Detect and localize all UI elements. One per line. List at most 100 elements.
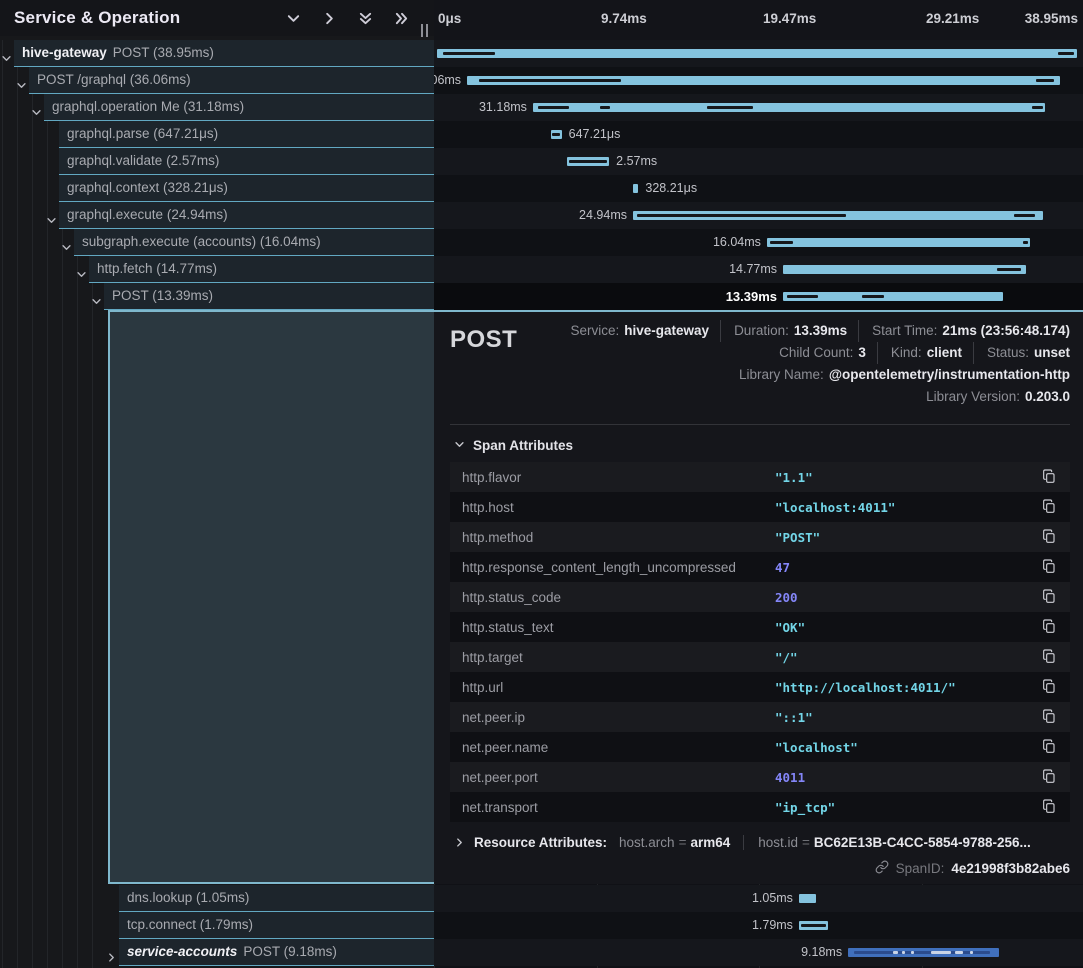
- span-duration-bar[interactable]: [799, 894, 816, 903]
- span-label: POST /graphql (36.06ms): [29, 72, 191, 87]
- duration-label: 9.18ms: [801, 939, 842, 966]
- timeline-span-row[interactable]: 1.79ms: [434, 912, 1083, 939]
- timeline-span-row[interactable]: 24.94ms: [434, 202, 1083, 229]
- timeline-span-row[interactable]: 328.21μs: [434, 175, 1083, 202]
- span-attributes-toggle[interactable]: Span Attributes: [454, 438, 1070, 453]
- span-tree-row[interactable]: graphql.operation Me (31.18ms): [44, 94, 434, 121]
- span-label: hive-gatewayPOST (38.95ms): [14, 45, 214, 60]
- chevron-down-icon[interactable]: [91, 290, 103, 302]
- timeline-span-row[interactable]: 1.05ms: [434, 885, 1083, 912]
- panel-resize-handle[interactable]: [421, 24, 428, 37]
- span-label: graphql.context (328.21μs): [59, 180, 228, 195]
- timeline-span-row[interactable]: 16.04ms: [434, 229, 1083, 256]
- tree-header-title: Service & Operation: [0, 8, 282, 28]
- span-tree-row[interactable]: subgraph.execute (accounts) (16.04ms): [74, 229, 434, 256]
- timeline-panel: 0μs 9.74ms 19.47ms 29.21ms 38.95ms 36.06…: [434, 0, 1083, 968]
- span-tree-row[interactable]: graphql.context (328.21μs): [59, 175, 434, 202]
- timeline-axis: 0μs 9.74ms 19.47ms 29.21ms 38.95ms: [434, 0, 1083, 40]
- attribute-row: http.url"http://localhost:4011/": [450, 672, 1070, 702]
- link-icon: [875, 860, 889, 877]
- attribute-key: http.response_content_length_uncompresse…: [462, 560, 775, 575]
- chevron-down-icon[interactable]: [1, 47, 13, 59]
- span-tree-row[interactable]: service-accountsPOST (9.18ms): [119, 939, 434, 966]
- timeline-span-row[interactable]: 2.57ms: [434, 148, 1083, 175]
- span-duration-bar[interactable]: [783, 265, 1026, 274]
- span-tree-row[interactable]: graphql.validate (2.57ms): [59, 148, 434, 175]
- expand-one-icon[interactable]: [318, 7, 340, 29]
- attribute-key: net.peer.name: [462, 740, 775, 755]
- span-tree-row[interactable]: tcp.connect (1.79ms): [119, 912, 434, 939]
- attribute-key: http.host: [462, 500, 775, 515]
- chevron-down-icon[interactable]: [46, 209, 58, 221]
- duration-label: 36.06ms: [434, 67, 461, 94]
- span-duration-bar[interactable]: [783, 292, 1003, 301]
- span-label: dns.lookup (1.05ms): [119, 890, 249, 905]
- span-duration-bar[interactable]: [767, 238, 1031, 247]
- operation-name: graphql.parse (647.21μs): [67, 126, 218, 141]
- resource-attribute: host.arch=arm64: [619, 835, 730, 850]
- span-duration-bar[interactable]: [633, 184, 638, 193]
- copy-icon[interactable]: [1038, 766, 1060, 788]
- span-tree-row[interactable]: http.fetch (14.77ms): [89, 256, 434, 283]
- copy-icon[interactable]: [1038, 466, 1060, 488]
- copy-icon[interactable]: [1038, 676, 1060, 698]
- copy-icon[interactable]: [1038, 646, 1060, 668]
- span-tree-row[interactable]: graphql.execute (24.94ms): [59, 202, 434, 229]
- service-name: hive-gateway: [22, 45, 107, 60]
- copy-icon[interactable]: [1038, 556, 1060, 578]
- span-tree-row[interactable]: dns.lookup (1.05ms): [119, 885, 434, 912]
- copy-icon[interactable]: [1038, 586, 1060, 608]
- timeline-span-row[interactable]: 13.39ms: [434, 283, 1083, 310]
- timeline-span-row[interactable]: 31.18ms: [434, 94, 1083, 121]
- span-tree-row[interactable]: POST (13.39ms): [104, 283, 434, 310]
- copy-icon[interactable]: [1038, 496, 1060, 518]
- span-tree-row[interactable]: hive-gatewayPOST (38.95ms): [14, 40, 434, 67]
- copy-icon[interactable]: [1038, 526, 1060, 548]
- duration-label: 31.18ms: [479, 94, 527, 121]
- timeline-span-row[interactable]: 9.18ms: [434, 939, 1083, 966]
- attribute-row: http.status_text"OK": [450, 612, 1070, 642]
- span-tree-row[interactable]: graphql.parse (647.21μs): [59, 121, 434, 148]
- indent-guide: [32, 40, 33, 968]
- span-attributes-title: Span Attributes: [473, 438, 573, 453]
- resource-attributes-toggle[interactable]: Resource Attributes: host.arch=arm64host…: [454, 835, 1070, 850]
- attribute-row: net.peer.port4011: [450, 762, 1070, 792]
- timeline-span-row[interactable]: 14.77ms: [434, 256, 1083, 283]
- span-child-mark: [1014, 214, 1034, 217]
- span-duration-bar[interactable]: [533, 103, 1045, 112]
- chevron-down-icon[interactable]: [76, 263, 88, 275]
- expand-all-icon[interactable]: [390, 7, 412, 29]
- timeline-span-row[interactable]: [434, 40, 1083, 67]
- copy-icon[interactable]: [1038, 706, 1060, 728]
- span-duration-bar[interactable]: [848, 948, 999, 957]
- attribute-value: 200: [775, 590, 798, 605]
- chevron-down-icon[interactable]: [31, 101, 43, 113]
- chevron-down-icon[interactable]: [16, 74, 28, 86]
- copy-icon[interactable]: [1038, 616, 1060, 638]
- collapse-one-icon[interactable]: [282, 7, 304, 29]
- duration-label: 24.94ms: [579, 202, 627, 229]
- span-duration-bar[interactable]: [799, 921, 828, 930]
- collapse-all-icon[interactable]: [354, 7, 376, 29]
- span-label: graphql.parse (647.21μs): [59, 126, 218, 141]
- span-child-mark: [569, 160, 606, 163]
- span-tree-row[interactable]: POST /graphql (36.06ms): [29, 67, 434, 94]
- attribute-key: http.status_code: [462, 590, 775, 605]
- chevron-right-icon[interactable]: [106, 946, 118, 958]
- span-duration-bar[interactable]: [437, 49, 1077, 58]
- copy-icon[interactable]: [1038, 736, 1060, 758]
- span-duration-bar[interactable]: [551, 130, 562, 139]
- axis-tick: 38.95ms: [1025, 11, 1078, 26]
- duration-label: 1.79ms: [752, 912, 793, 939]
- timeline-span-row[interactable]: 647.21μs: [434, 121, 1083, 148]
- span-duration-bar[interactable]: [467, 76, 1059, 85]
- span-label: http.fetch (14.77ms): [89, 261, 217, 276]
- span-duration-bar[interactable]: [633, 211, 1043, 220]
- copy-icon[interactable]: [1038, 796, 1060, 818]
- timeline-span-row[interactable]: 36.06ms: [434, 67, 1083, 94]
- span-duration-bar[interactable]: [567, 157, 609, 166]
- span-child-mark: [970, 951, 973, 954]
- span-child-mark: [893, 951, 898, 954]
- detail-field: Child Count:3: [779, 342, 866, 364]
- chevron-down-icon[interactable]: [61, 236, 73, 248]
